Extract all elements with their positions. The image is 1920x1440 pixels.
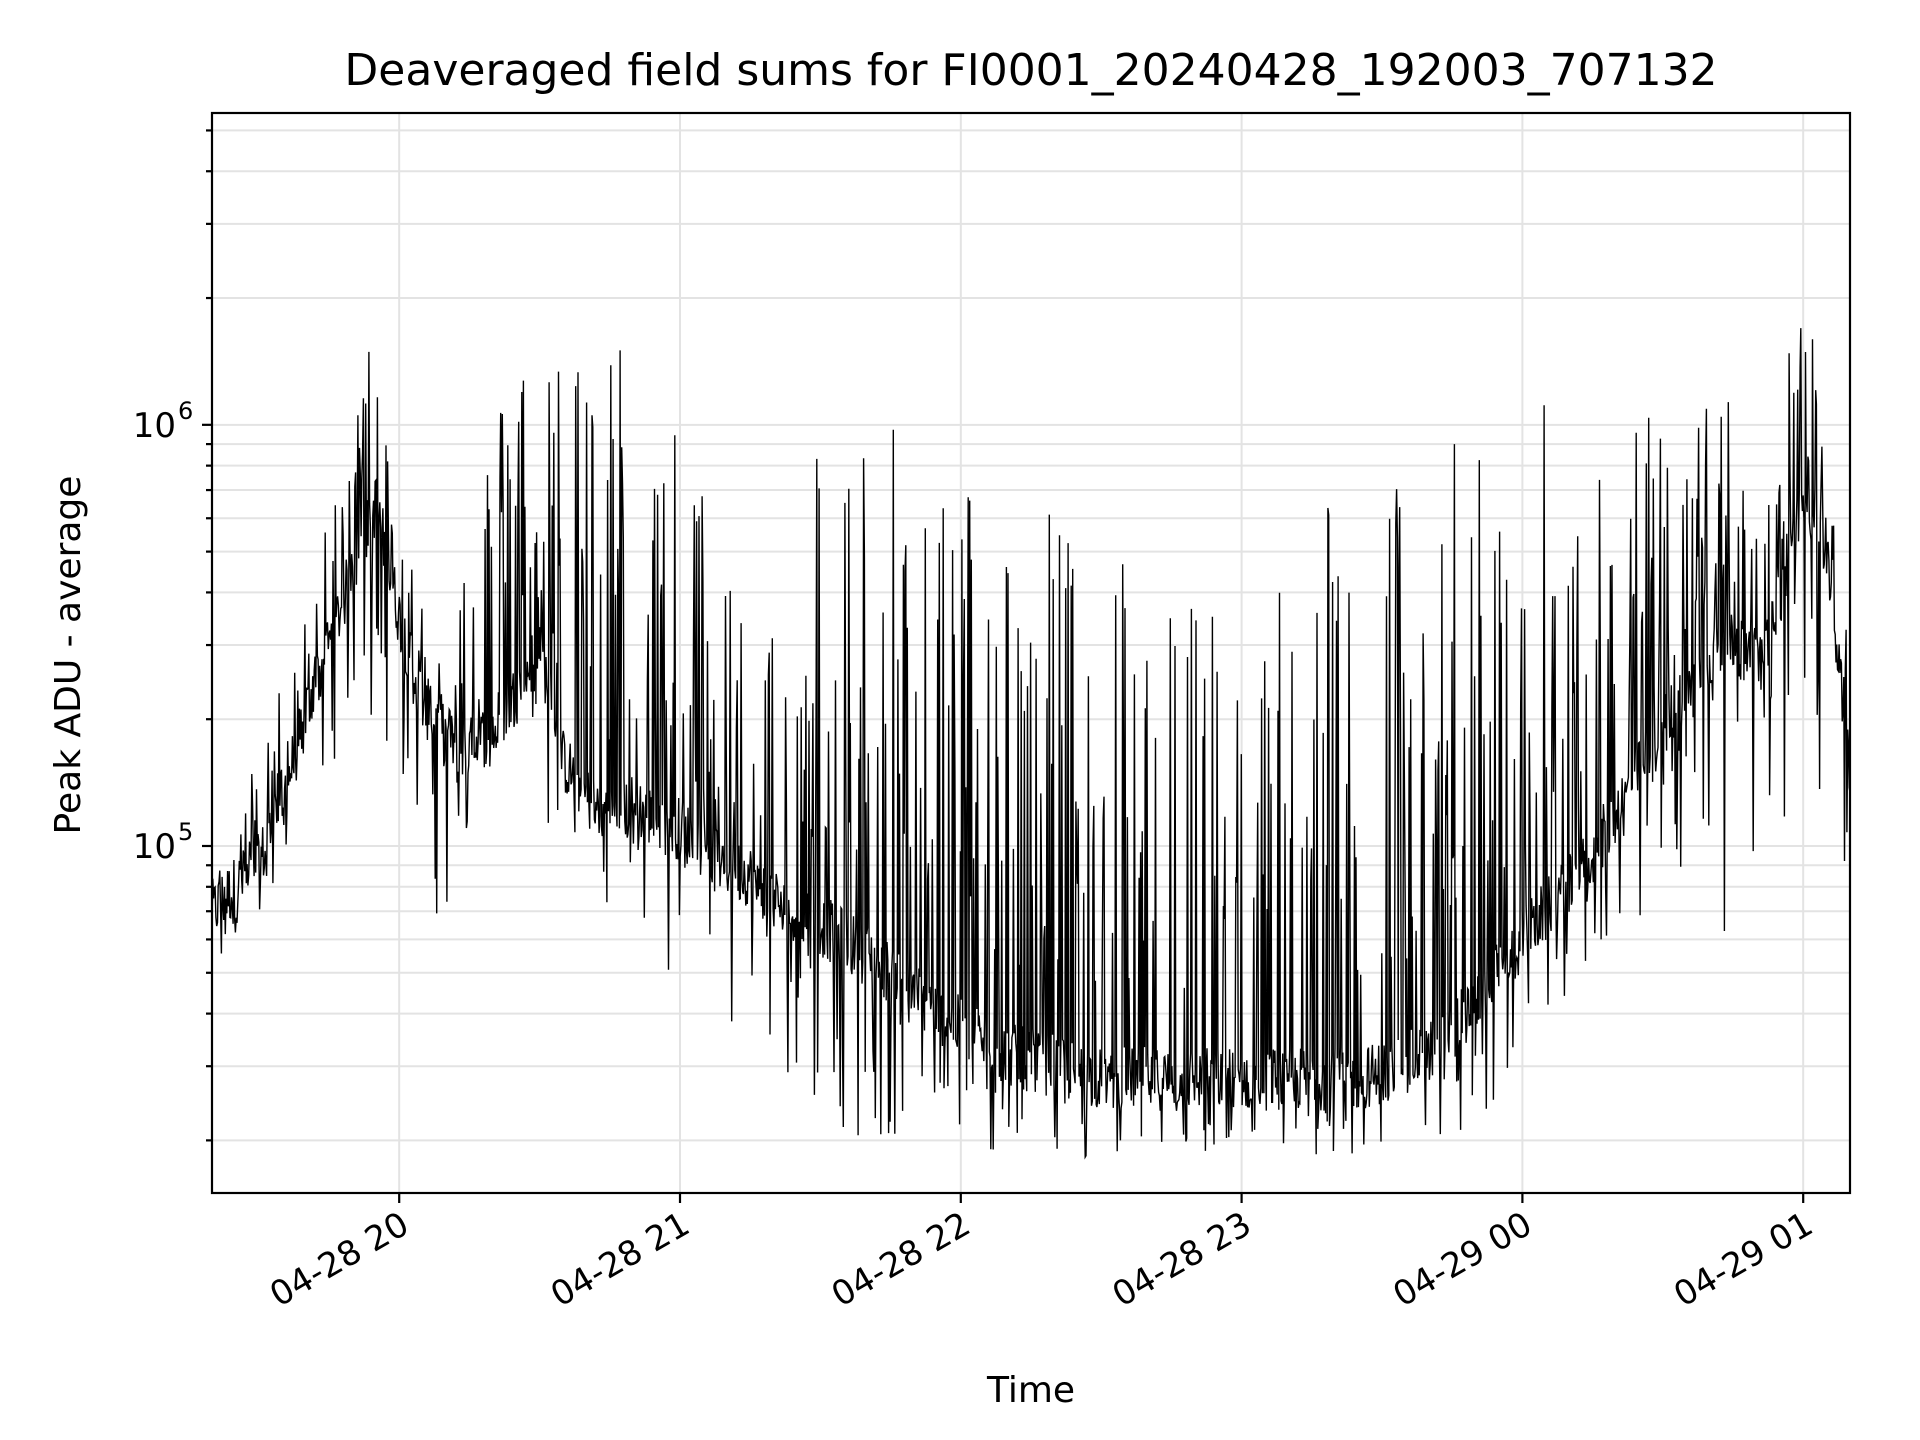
y-tick-base: 10 <box>133 406 176 446</box>
x-axis-label: Time <box>986 1370 1075 1411</box>
x-tick-label: 04-29 01 <box>1667 1204 1819 1315</box>
y-tick-exponent: 6 <box>178 397 193 425</box>
y-tick-exponent: 5 <box>178 818 193 846</box>
y-tick-label: 10 <box>133 827 176 867</box>
plot-area <box>210 111 1852 1195</box>
y-tick-label: 10 <box>133 406 176 446</box>
y-axis-label: Peak ADU - average <box>48 476 89 835</box>
x-tick-label: 04-28 22 <box>825 1204 977 1315</box>
chart-title: Deaveraged field sums for FI0001_2024042… <box>344 45 1717 96</box>
x-tick-label: 04-28 20 <box>263 1204 415 1315</box>
series-line <box>211 328 1851 1160</box>
x-tick-label: 04-28 23 <box>1106 1204 1258 1315</box>
x-tick-label: 04-28 21 <box>544 1204 696 1315</box>
y-tick-base: 10 <box>133 827 176 867</box>
x-tick-label: 04-29 00 <box>1387 1204 1539 1315</box>
x-axis: 04-28 20 04-28 21 04-28 22 04-28 23 04-29 00… <box>263 1193 1820 1315</box>
